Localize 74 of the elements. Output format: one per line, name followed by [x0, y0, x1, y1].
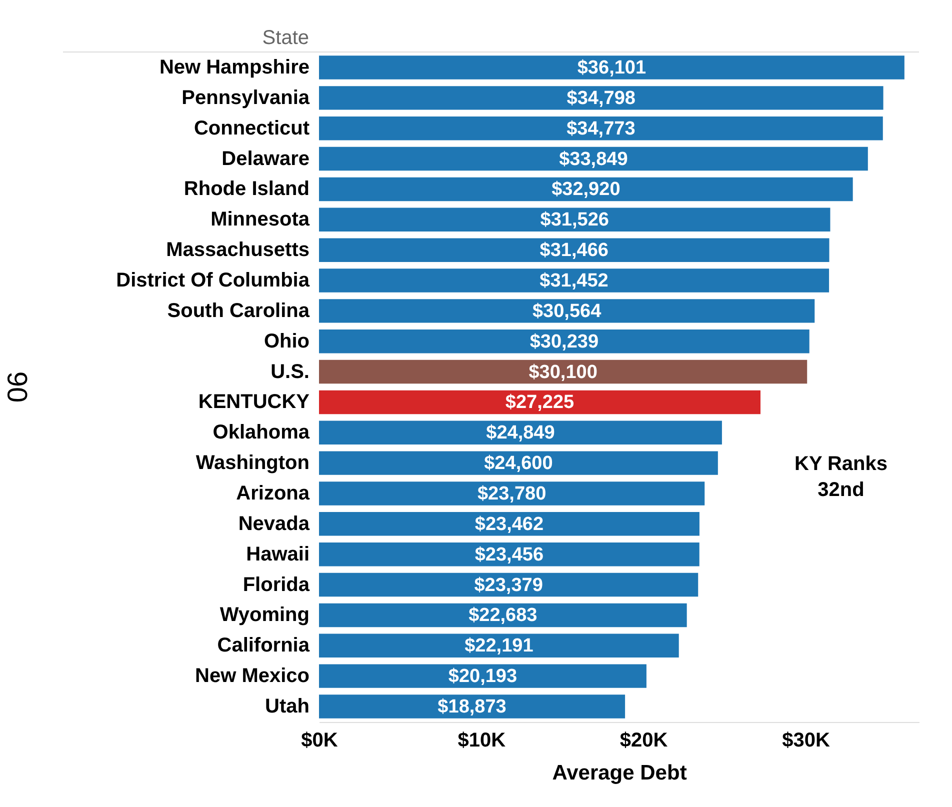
y-tick-label: Arizona — [236, 482, 310, 504]
bar — [319, 86, 884, 110]
y-tick-label: Nevada — [238, 512, 310, 535]
data-label: $31,452 — [540, 270, 608, 292]
y-tick-label: Florida — [242, 574, 310, 596]
y-tick-label: Utah — [265, 695, 310, 718]
data-label: $27,225 — [505, 392, 575, 414]
y-tick-label: Washington — [196, 452, 310, 474]
bar — [319, 634, 679, 658]
bar — [319, 208, 830, 232]
data-label: $24,600 — [484, 453, 553, 474]
bar — [319, 603, 687, 628]
data-label: $24,849 — [486, 422, 555, 444]
data-label: $36,101 — [577, 58, 646, 79]
x-tick-label: $30K — [782, 730, 830, 752]
y-tick-label: Ohio — [264, 330, 310, 352]
data-label: $34,798 — [566, 88, 636, 109]
data-label: $18,873 — [438, 696, 506, 718]
data-label: $32,920 — [552, 179, 620, 200]
y-tick-label: New Mexico — [195, 665, 310, 688]
bar — [319, 56, 904, 80]
x-tick-label: $0K — [301, 730, 338, 752]
data-label: $22,191 — [464, 636, 534, 657]
bar — [319, 360, 808, 384]
y-tick-label: Minnesota — [210, 208, 310, 231]
bar — [319, 694, 626, 718]
data-label: $23,379 — [474, 574, 543, 596]
x-tick-label: $20K — [620, 730, 668, 752]
y-tick-label: Delaware — [222, 148, 310, 170]
data-label: $30,564 — [532, 300, 602, 322]
y-tick-label: Wyoming — [220, 604, 310, 626]
bar — [319, 512, 700, 536]
bar — [319, 329, 810, 354]
data-label: $23,462 — [474, 514, 544, 535]
bar — [319, 482, 705, 506]
bar — [319, 420, 722, 445]
y-tick-label: Pennsylvania — [182, 86, 310, 109]
y-tick-label: New Hampshire — [159, 56, 310, 79]
data-label: $23,456 — [474, 544, 544, 566]
bar — [319, 572, 698, 597]
y-tick-label: Oklahoma — [212, 422, 310, 444]
y-tick-label: Connecticut — [194, 117, 310, 140]
data-label: $31,526 — [540, 210, 609, 231]
data-label: $33,849 — [559, 148, 628, 170]
bar — [319, 116, 883, 140]
y-axis-title: State — [262, 27, 309, 49]
text: 06 — [2, 371, 33, 403]
y-tick-label: U.S. — [270, 360, 310, 383]
data-label: $34,773 — [566, 118, 636, 140]
bar — [319, 238, 830, 262]
bar — [319, 451, 718, 475]
y-tick-label: South Carolina — [167, 300, 310, 322]
y-tick-label: Hawaii — [246, 543, 310, 566]
y-tick-label: California — [217, 634, 310, 657]
data-label: $31,466 — [540, 240, 608, 262]
y-tick-label: Rhode Island — [184, 178, 310, 200]
data-label: $30,100 — [528, 362, 598, 383]
x-tick-label: $10K — [458, 730, 506, 752]
data-label: $30,239 — [530, 331, 599, 352]
bar — [319, 390, 760, 414]
annotation: KY Ranks 32nd — [794, 453, 888, 502]
y-tick-label: KENTUCKY — [198, 391, 310, 414]
bar — [319, 146, 868, 171]
bar — [319, 664, 646, 688]
y-tick-label: Massachusetts — [166, 239, 310, 262]
data-label: $23,780 — [477, 483, 546, 504]
bar — [319, 299, 815, 323]
data-label: $22,683 — [468, 605, 538, 626]
bar — [319, 542, 700, 566]
x-axis-title: Average Debt — [552, 762, 687, 784]
bar — [319, 177, 853, 202]
bar — [319, 268, 830, 292]
data-label: $20,193 — [448, 666, 518, 688]
y-tick-label: District Of Columbia — [116, 270, 310, 292]
